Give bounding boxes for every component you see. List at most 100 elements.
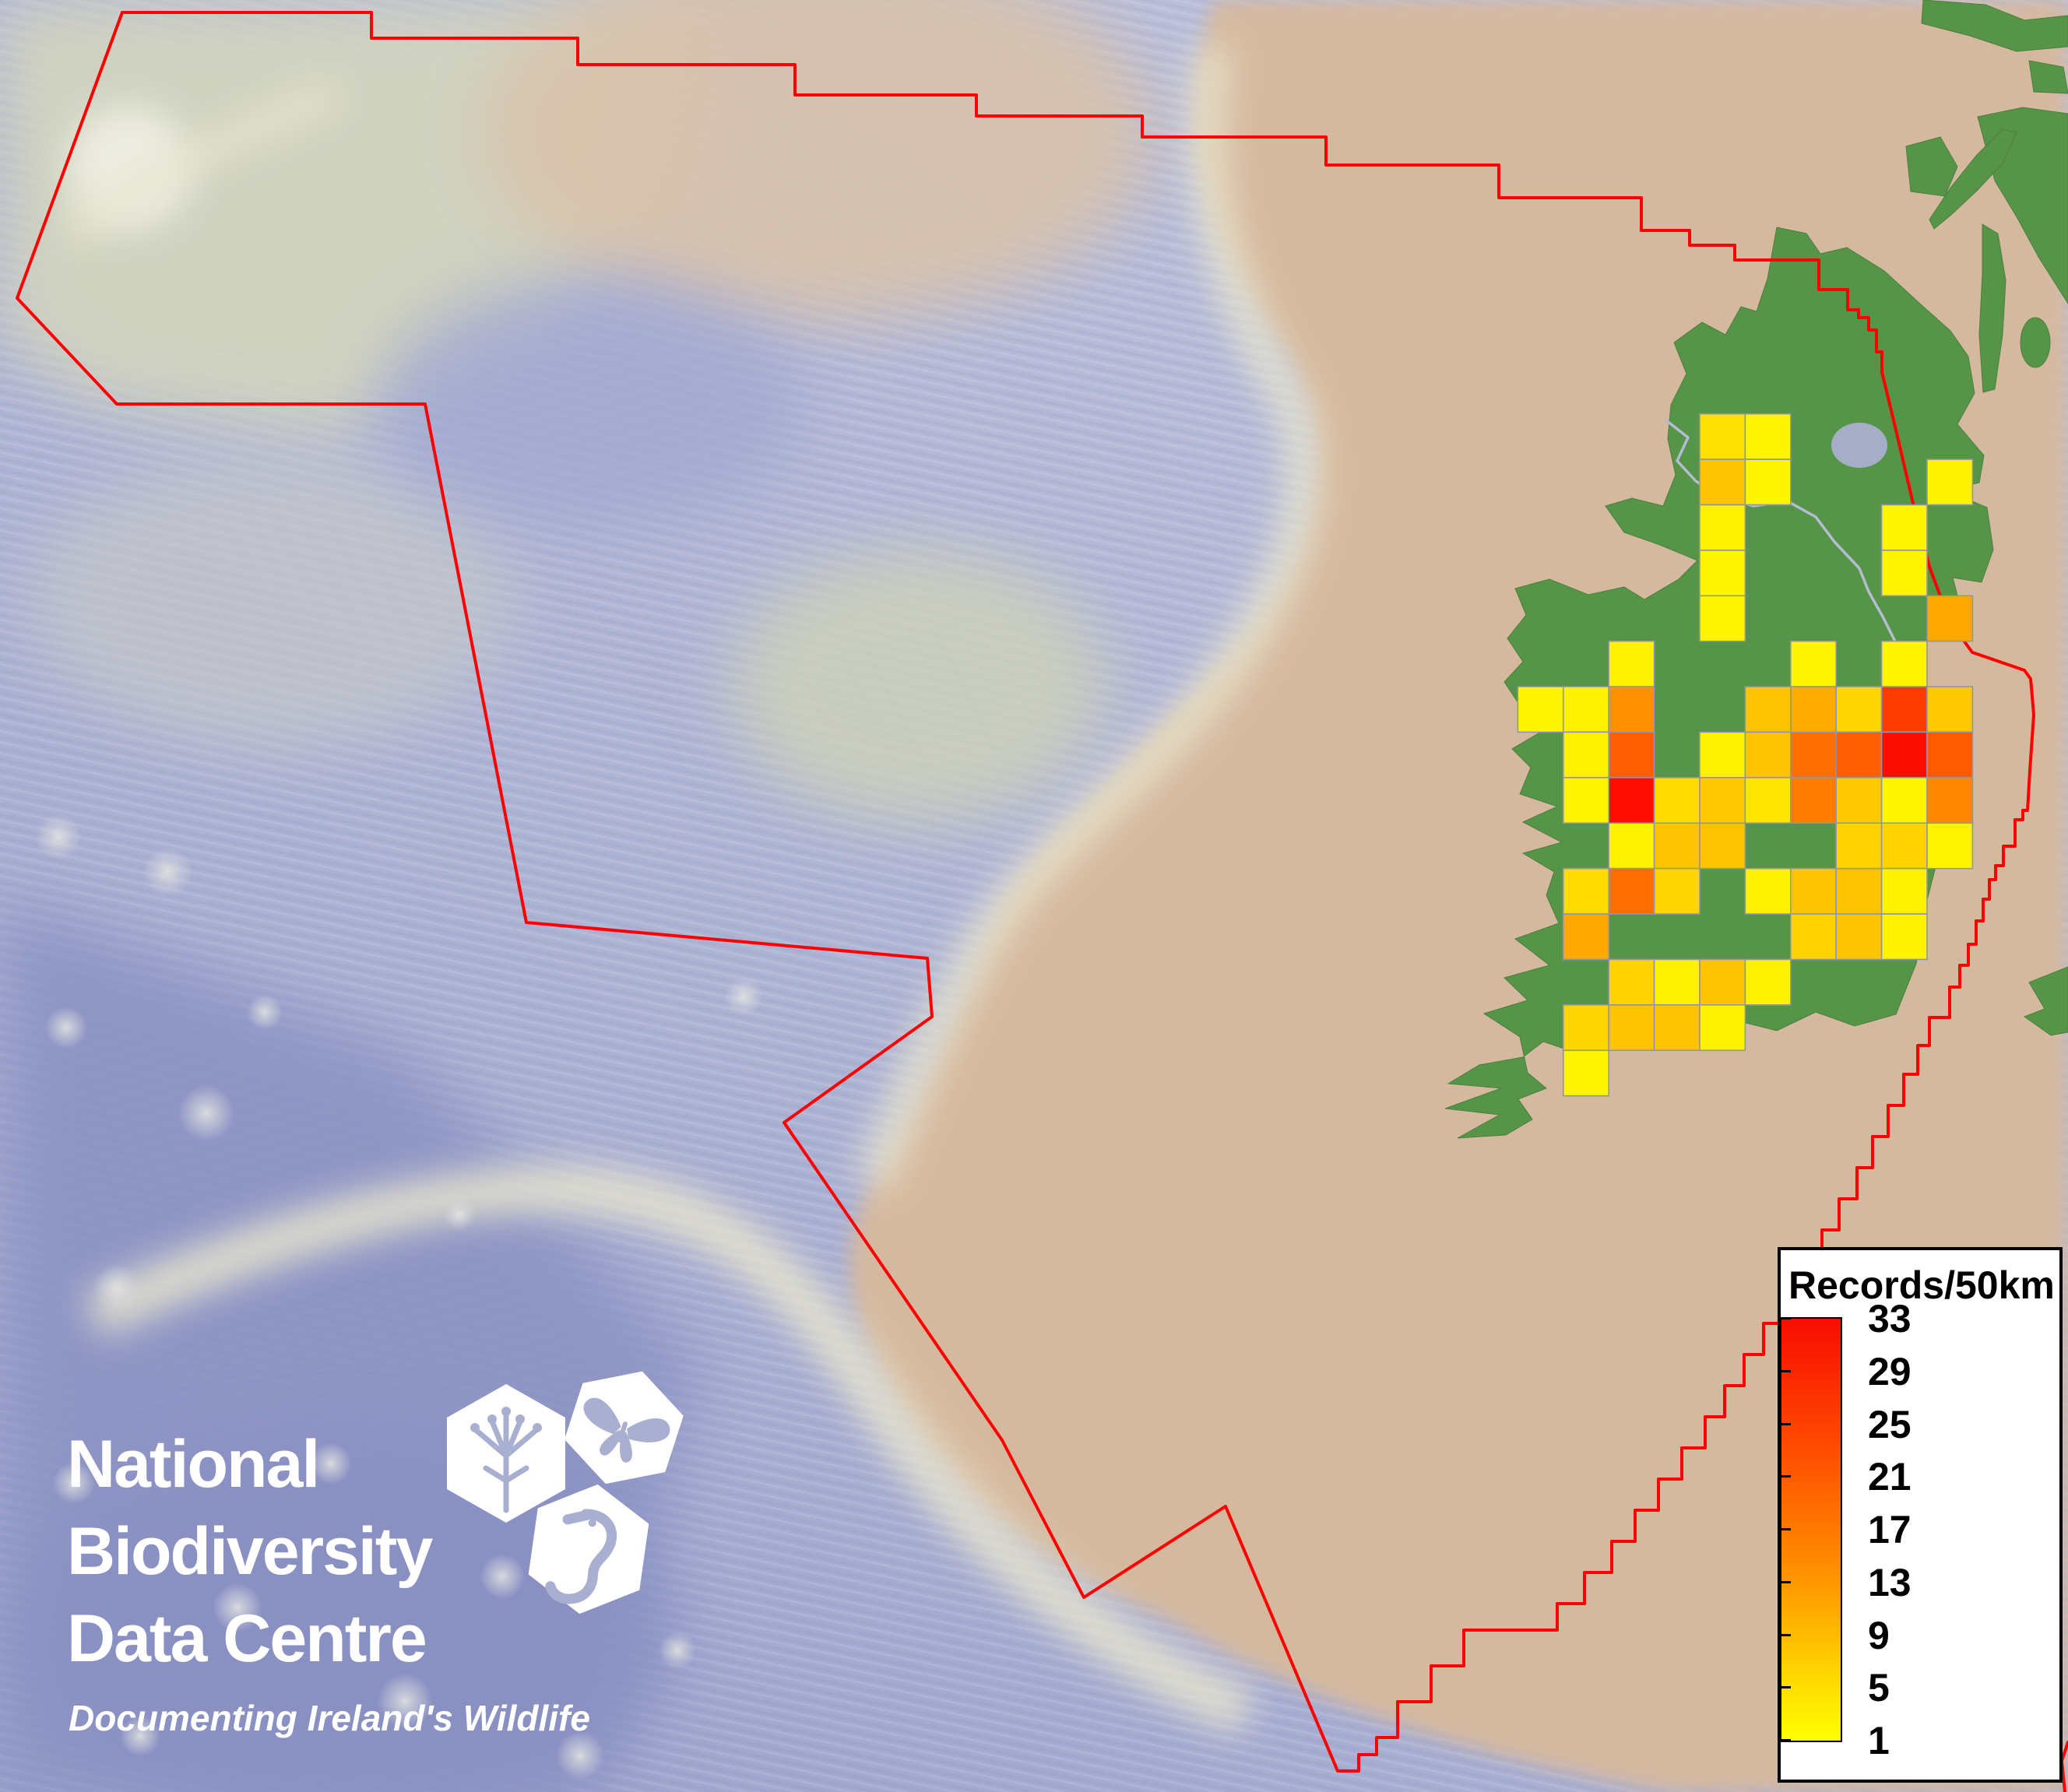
grid-cell-r8-c2	[1608, 777, 1655, 824]
scotland-arran	[2020, 317, 2051, 368]
seamount-bumps	[35, 813, 763, 1780]
grid-cell-r8-c4	[1699, 777, 1746, 824]
legend-tick-mark	[1780, 1317, 1791, 1319]
grid-cell-r8-c1	[1563, 777, 1610, 824]
grid-cell-r11-c8	[1880, 913, 1928, 961]
legend-tick-label: 33	[1868, 1297, 1911, 1340]
grid-cell-r6-c6	[1790, 686, 1838, 733]
grid-cell-r9-c2	[1608, 822, 1655, 870]
legend-tick-label: 29	[1868, 1349, 1911, 1393]
grid-cell-r11-c1	[1563, 913, 1610, 961]
legend-tick-mark	[1780, 1739, 1791, 1741]
grid-cell-r6-c5	[1744, 686, 1792, 733]
grid-cell-r8-c9	[1926, 777, 1974, 824]
legend-tick-mark	[1780, 1422, 1791, 1425]
records-grid-layer	[1517, 413, 1974, 1097]
legend-tick-mark	[1780, 1475, 1791, 1478]
logo-line-biodiversity: Biodiversity	[67, 1514, 433, 1589]
nbdc-logo: National Biodiversity Data Centre Docume…	[0, 1355, 779, 1790]
legend-tick-label: 5	[1868, 1666, 1890, 1710]
grid-cell-r8-c5	[1744, 777, 1792, 824]
legend-tick-mark	[1780, 1528, 1791, 1530]
grid-cell-r6-c2	[1608, 686, 1655, 733]
grid-cell-r11-c6	[1790, 913, 1838, 961]
legend-tick-mark	[1780, 1633, 1791, 1636]
grid-cell-r8-c6	[1790, 777, 1838, 824]
designated-area-boundary-line	[16, 11, 2035, 1773]
logo-hexagon-icons	[447, 1371, 684, 1615]
grid-cell-r10-c6	[1790, 867, 1838, 915]
grid-cell-r12-c3	[1653, 958, 1700, 1006]
grid-cell-r3-c8	[1880, 550, 1928, 597]
legend-tick-label: 25	[1868, 1402, 1911, 1446]
grid-cell-r9-c9	[1926, 822, 1974, 870]
shelf-edge-highlight	[62, 43, 1321, 1734]
butterfly-hexagon-icon	[564, 1371, 684, 1485]
legend-tick-label: 17	[1868, 1508, 1911, 1551]
grid-cell-r10-c8	[1880, 867, 1928, 915]
legend-tick-mark	[1780, 1369, 1791, 1372]
grid-cell-r5-c8	[1880, 640, 1928, 687]
grid-cell-r10-c2	[1608, 867, 1655, 915]
grid-cell-r0-c4	[1699, 413, 1746, 460]
scotland-islay	[1905, 136, 1958, 197]
grid-cell-r8-c3	[1653, 777, 1700, 824]
grid-cell-r6-c8	[1880, 686, 1928, 733]
grid-cell-r2-c8	[1880, 504, 1928, 551]
grid-cell-r13-c1	[1563, 1004, 1610, 1052]
legend-tick-label: 9	[1868, 1613, 1890, 1657]
legend-tick-mark	[1780, 1686, 1791, 1689]
grid-cell-r13-c4	[1699, 1004, 1746, 1052]
grid-cell-r13-c2	[1608, 1004, 1655, 1052]
relief-shading	[0, 0, 1152, 1792]
scotland-kintyre	[1978, 223, 2006, 393]
legend-title: Records/50km	[1788, 1263, 2055, 1307]
grid-cell-r10-c7	[1835, 867, 1883, 915]
grid-cell-r4-c9	[1926, 595, 1974, 642]
grid-cell-r10-c1	[1563, 867, 1610, 915]
grid-cell-r6-c1	[1563, 686, 1610, 733]
grid-cell-r0-c5	[1744, 413, 1792, 460]
grid-cell-r12-c4	[1699, 958, 1746, 1006]
grid-cell-r11-c7	[1835, 913, 1883, 961]
grid-cell-r1-c4	[1699, 459, 1746, 506]
grid-cell-r7-c4	[1699, 731, 1746, 778]
scotland-top-coast	[1921, 0, 2068, 52]
grid-cell-r9-c8	[1880, 822, 1928, 870]
logo-line-national: National	[67, 1427, 320, 1502]
grid-cell-r9-c3	[1653, 822, 1700, 870]
seahorse-hexagon-icon	[528, 1484, 649, 1615]
grid-cell-r5-c6	[1790, 640, 1838, 687]
wales-pembroke	[2023, 966, 2068, 1036]
grid-cell-r2-c4	[1699, 504, 1746, 551]
plant-hexagon-icon	[447, 1384, 565, 1523]
grid-cell-r7-c8	[1880, 731, 1928, 778]
grid-cell-r7-c7	[1835, 731, 1883, 778]
legend-tick-mark	[1780, 1580, 1791, 1583]
scotland-jura	[1929, 128, 2017, 230]
logo-line-data-centre: Data Centre	[67, 1601, 427, 1676]
grid-cell-r5-c2	[1608, 640, 1655, 687]
legend-panel: Records/50km 33 29 25 21 17 13 9 5 1	[1778, 1247, 2063, 1783]
grid-cell-r10-c5	[1744, 867, 1792, 915]
grid-cell-r13-c3	[1653, 1004, 1700, 1052]
grid-cell-r7-c6	[1790, 731, 1838, 778]
grid-cell-r1-c9	[1926, 459, 1974, 506]
legend-tick-label: 1	[1868, 1719, 1890, 1762]
grid-cell-r4-c4	[1699, 595, 1746, 642]
legend-tick-label: 13	[1868, 1560, 1911, 1604]
grid-cell-r8-c7	[1835, 777, 1883, 824]
legend-tick-label: 21	[1868, 1455, 1911, 1499]
grid-cell-r7-c1	[1563, 731, 1610, 778]
lough-neagh	[1831, 423, 1887, 468]
grid-cell-r7-c9	[1926, 731, 1974, 778]
grid-cell-r8-c8	[1880, 777, 1928, 824]
logo-tagline: Documenting Ireland's Wildlife	[69, 1698, 590, 1738]
grid-cell-r6-c0	[1517, 686, 1564, 733]
grid-cell-r7-c5	[1744, 731, 1792, 778]
grid-cell-r12-c5	[1744, 958, 1792, 1006]
grid-cell-r6-c7	[1835, 686, 1883, 733]
grid-cell-r6-c9	[1926, 686, 1974, 733]
